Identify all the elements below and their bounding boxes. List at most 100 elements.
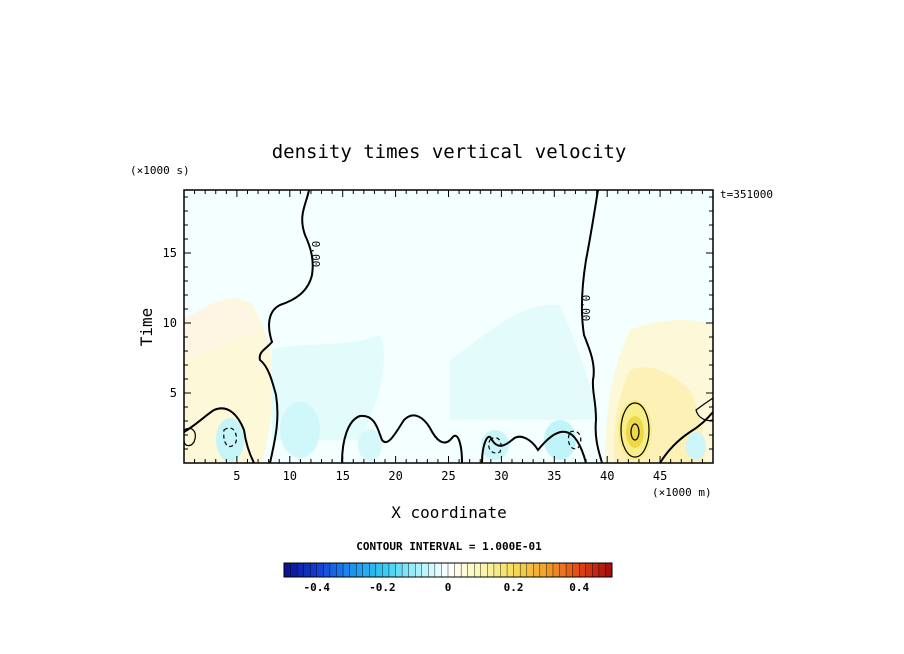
colorbar-swatch <box>290 562 298 578</box>
contour-interval: CONTOUR INTERVAL = 1.000E-01 <box>356 540 542 553</box>
x-unit-label: (×1000 m) <box>652 486 712 499</box>
colorbar-swatch <box>369 562 377 578</box>
colorbar-swatch <box>526 562 534 578</box>
colorbar-swatch <box>493 562 501 578</box>
colorbar-swatch <box>408 562 416 578</box>
negative-cell-far-right <box>686 432 706 460</box>
colorbar-swatch <box>316 562 324 578</box>
secondary-contours <box>184 397 713 458</box>
colorbar-swatch <box>303 562 311 578</box>
negative-region-center-right <box>450 304 600 420</box>
x-tick-label: 35 <box>547 469 561 483</box>
colorbar-swatch <box>592 562 600 578</box>
y-tick-labels: 5 10 15 <box>163 246 177 400</box>
colorbar-swatch <box>441 562 449 578</box>
zero-contour-lowmid <box>341 414 463 463</box>
zero-contour-right <box>580 190 603 463</box>
axis-ticks <box>184 190 713 463</box>
colorbar-tick-label: 0.4 <box>569 581 589 594</box>
colorbar-swatch <box>323 562 331 578</box>
x-tick-label: 20 <box>388 469 402 483</box>
colorbar-swatch <box>585 562 593 578</box>
chart-title: density times vertical velocity <box>272 141 627 163</box>
colorbar-swatch <box>579 562 587 578</box>
y-tick-label: 5 <box>170 386 177 400</box>
colorbar-swatch <box>382 562 390 578</box>
colorbar-swatch <box>447 562 456 578</box>
colorbar-swatch <box>375 562 383 578</box>
colorbar-swatch <box>546 562 554 578</box>
x-tick-label: 5 <box>233 469 240 483</box>
time-annotation: t=351000 <box>720 188 773 201</box>
colorbar-swatch <box>572 562 580 578</box>
x-tick-label: 10 <box>283 469 297 483</box>
colorbar-swatch <box>428 562 436 578</box>
zero-contour-left <box>258 190 314 463</box>
contour-negative-dashed-left <box>223 427 237 448</box>
colorbar-swatch <box>559 562 567 578</box>
zero-contour-lowright <box>481 430 587 463</box>
y-tick-label: 15 <box>163 246 177 260</box>
y-unit-label: (×1000 s) <box>130 164 190 177</box>
positive-cell-core-inner <box>626 416 644 448</box>
colorbar-swatch <box>310 562 318 578</box>
x-tick-labels: 5 10 15 20 25 30 35 40 45 <box>233 469 667 483</box>
field-shading <box>184 190 713 463</box>
colorbar-swatch <box>552 562 561 578</box>
colorbar-swatch <box>454 562 462 578</box>
zero-contour-lowleft <box>184 407 255 463</box>
x-tick-label: 25 <box>441 469 455 483</box>
y-tick-label: 10 <box>163 316 177 330</box>
contour-positive-inner <box>630 423 640 441</box>
zero-contours <box>184 190 713 463</box>
colorbar-swatch <box>533 562 541 578</box>
contour-label-left: 0.00 <box>309 241 322 268</box>
colorbar-swatch <box>500 562 508 578</box>
y-axis-label: Time <box>137 308 156 347</box>
colorbar-swatch <box>415 562 423 578</box>
x-axis-label: X coordinate <box>391 503 507 522</box>
positive-region-left-upper <box>184 298 262 360</box>
colorbar-swatch <box>395 562 403 578</box>
colorbar-swatch <box>329 562 337 578</box>
colorbar-swatch <box>539 562 547 578</box>
colorbar-swatch <box>421 562 429 578</box>
contour-positive-core <box>620 402 650 458</box>
contour-negative-dashed-right <box>567 430 582 450</box>
negative-cell-middle-a <box>280 402 320 458</box>
colorbar-swatch <box>434 562 442 578</box>
colorbar-frame <box>283 562 613 578</box>
colorbar-swatch <box>565 562 574 578</box>
colorbar-swatch <box>506 562 515 578</box>
colorbar-swatch <box>388 562 397 578</box>
colorbar-swatch <box>349 562 357 578</box>
colorbar-swatch <box>513 562 521 578</box>
x-tick-label: 30 <box>494 469 508 483</box>
colorbar <box>283 562 613 578</box>
zero-contour-farright <box>659 411 713 463</box>
colorbar-swatch <box>519 562 528 578</box>
colorbar-swatch <box>598 562 606 578</box>
colorbar-tick-label: -0.2 <box>369 581 396 594</box>
colorbar-swatch <box>487 562 495 578</box>
negative-cell-middle-b <box>358 429 382 461</box>
colorbar-swatch <box>342 562 351 578</box>
negative-cell-right-b <box>544 420 576 460</box>
contour-positive-small-left <box>184 427 196 447</box>
colorbar-swatch <box>401 562 410 578</box>
colorbar-tick-label: -0.4 <box>304 581 331 594</box>
colorbar-swatch <box>355 562 364 578</box>
colorbar-swatch <box>474 562 482 578</box>
colorbar-swatch <box>467 562 475 578</box>
contour-far-right-loop <box>695 397 713 422</box>
contour-negative-dashed-mid <box>488 437 502 454</box>
colorbar-swatch <box>480 562 488 578</box>
colorbar-swatch <box>283 562 292 578</box>
colorbar-tick-label: 0 <box>445 581 452 594</box>
x-tick-label: 45 <box>653 469 667 483</box>
colorbar-swatch <box>605 562 613 578</box>
colorbar-swatch <box>296 562 305 578</box>
x-tick-label: 40 <box>600 469 614 483</box>
colorbar-swatch <box>460 562 469 578</box>
colorbar-swatch <box>336 562 344 578</box>
